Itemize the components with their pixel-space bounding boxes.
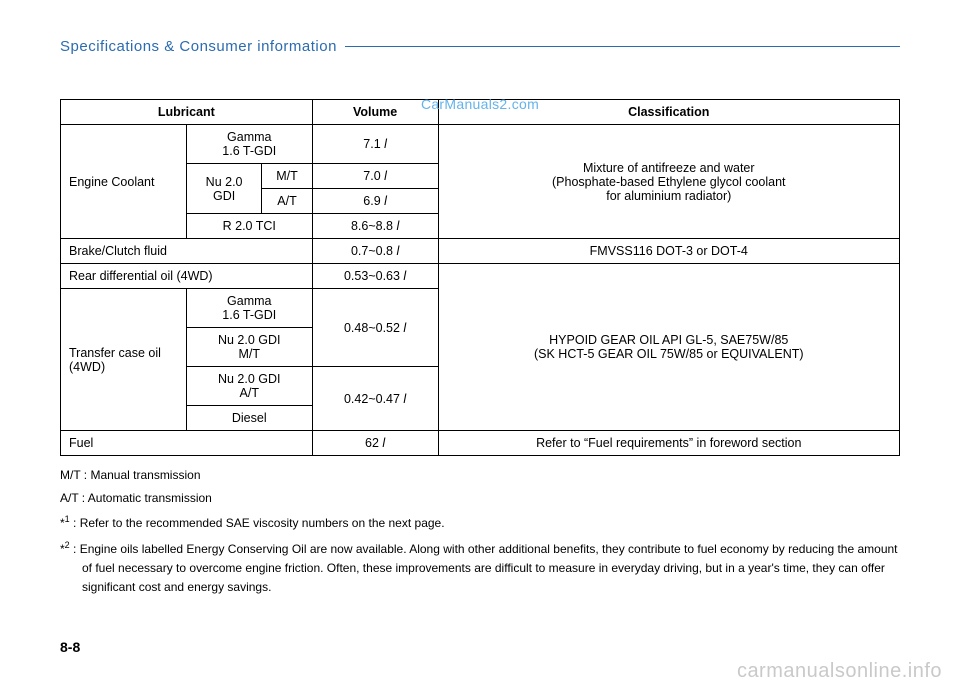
table-row: Rear differential oil (4WD) 0.53~0.63 l … (61, 264, 900, 289)
volume-cell: 0.42~0.47 l (312, 367, 438, 431)
col-classification: Classification (438, 100, 899, 125)
volume-cell: 0.48~0.52 l (312, 289, 438, 367)
page-number: 8-8 (60, 639, 80, 655)
volume-cell: 0.7~0.8 l (312, 239, 438, 264)
note-star2: *2 : Engine oils labelled Energy Conserv… (60, 538, 900, 598)
classification-cell: HYPOID GEAR OIL API GL-5, SAE75W/85 (SK … (438, 264, 899, 431)
page: Specifications & Consumer information Ca… (0, 0, 960, 689)
volume-cell: 7.0 l (312, 164, 438, 189)
col-lubricant: Lubricant (61, 100, 313, 125)
variant-cell: Diesel (186, 406, 312, 431)
variant-cell: R 2.0 TCI (186, 214, 312, 239)
brake-clutch-label: Brake/Clutch fluid (61, 239, 313, 264)
variant-sub-cell: M/T (262, 164, 312, 189)
spec-table: Lubricant Volume Classification Engine C… (60, 99, 900, 456)
table-row: Brake/Clutch fluid 0.7~0.8 l FMVSS116 DO… (61, 239, 900, 264)
rear-diff-label: Rear differential oil (4WD) (61, 264, 313, 289)
engine-coolant-label: Engine Coolant (61, 125, 187, 239)
header-title: Specifications & Consumer information (60, 38, 337, 55)
note-star1-text: : Refer to the recommended SAE viscosity… (70, 516, 445, 530)
variant-cell: Gamma1.6 T-GDI (186, 289, 312, 328)
variant-cell: Nu 2.0 GDIM/T (186, 328, 312, 367)
note-star1: *1 : Refer to the recommended SAE viscos… (60, 512, 900, 533)
volume-cell: 62 l (312, 431, 438, 456)
classification-cell: Mixture of antifreeze and water (Phospha… (438, 125, 899, 239)
transfer-case-label: Transfer case oil (4WD) (61, 289, 187, 431)
fuel-label: Fuel (61, 431, 313, 456)
variant-sub-cell: A/T (262, 189, 312, 214)
variant-cell: Nu 2.0GDI (186, 164, 262, 214)
note-mt: M/T : Manual transmission (60, 466, 900, 485)
header-rule (345, 46, 900, 47)
watermark-bottom: carmanualsonline.info (737, 660, 942, 683)
variant-cell: Nu 2.0 GDIA/T (186, 367, 312, 406)
col-volume: Volume (312, 100, 438, 125)
table-row: Engine Coolant Gamma1.6 T-GDI 7.1 l Mixt… (61, 125, 900, 164)
volume-cell: 0.53~0.63 l (312, 264, 438, 289)
classification-cell: Refer to “Fuel requirements” in foreword… (438, 431, 899, 456)
volume-cell: 6.9 l (312, 189, 438, 214)
table-header-row: Lubricant Volume Classification (61, 100, 900, 125)
volume-cell: 8.6~8.8 l (312, 214, 438, 239)
notes: M/T : Manual transmission A/T : Automati… (60, 466, 900, 597)
classification-cell: FMVSS116 DOT-3 or DOT-4 (438, 239, 899, 264)
note-at: A/T : Automatic transmission (60, 489, 900, 508)
note-star2-text: : Engine oils labelled Energy Conserving… (70, 542, 898, 594)
volume-cell: 7.1 l (312, 125, 438, 164)
variant-cell: Gamma1.6 T-GDI (186, 125, 312, 164)
header: Specifications & Consumer information (60, 38, 900, 55)
table-row: Fuel 62 l Refer to “Fuel requirements” i… (61, 431, 900, 456)
